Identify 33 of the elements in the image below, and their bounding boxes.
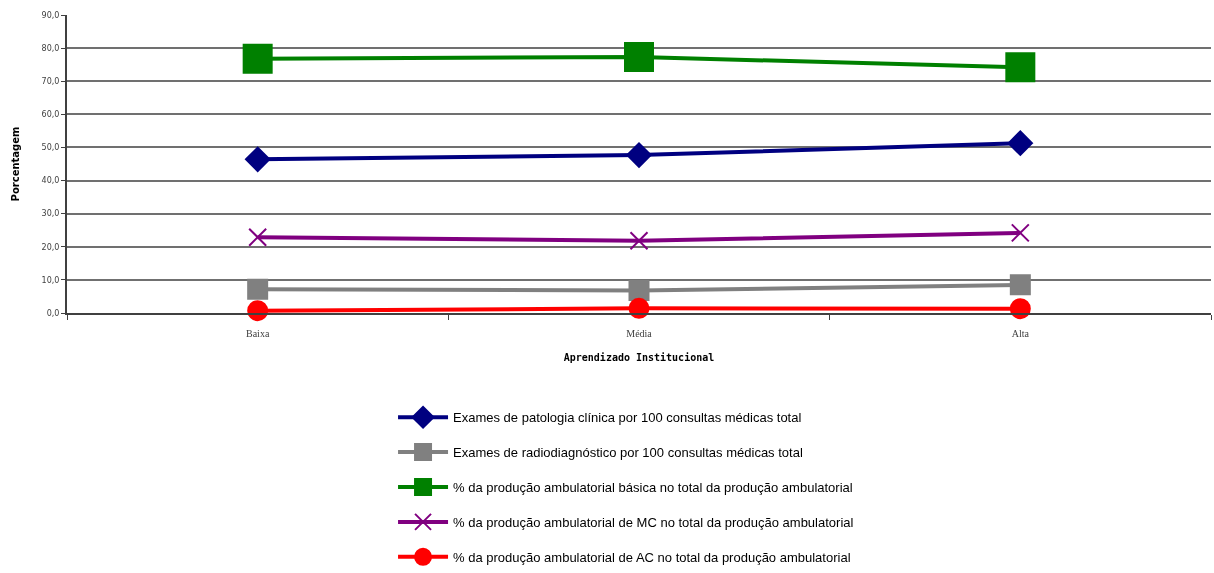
legend-label: Exames de radiodiagnóstico por 100 consultas médicas total <box>453 445 803 461</box>
legend-label: % da produção ambulatorial de AC no total da produção ambulatorial <box>453 549 851 565</box>
legend-label: Exames de patologia clínica por 100 consultas médicas total <box>453 410 802 426</box>
point <box>1007 130 1034 156</box>
point <box>626 142 652 168</box>
point <box>628 279 650 301</box>
point <box>629 231 649 251</box>
point <box>248 227 268 247</box>
point <box>242 43 273 74</box>
point <box>244 146 271 173</box>
y-tick-label: 50,0 <box>41 143 60 153</box>
point <box>1009 298 1031 320</box>
x-tick-label: Alta <box>1011 328 1030 339</box>
y-axis-title: Porcentagem <box>10 126 22 202</box>
y-tick-label: 60,0 <box>41 110 60 120</box>
y-tick-label: 80,0 <box>41 43 60 53</box>
y-tick-label: 0,0 <box>46 308 60 318</box>
point <box>1010 223 1030 243</box>
y-tick-label: 30,0 <box>41 209 60 219</box>
y-tick-label: 40,0 <box>41 176 60 186</box>
y-tick-label: 70,0 <box>41 77 60 87</box>
legend-label: % da produção ambulatorial básica no total da produção ambulatorial <box>453 480 853 496</box>
point <box>1009 274 1031 296</box>
y-tick-label: 20,0 <box>41 242 60 252</box>
point <box>624 42 654 73</box>
y-tick-label: 90,0 <box>41 10 60 20</box>
point <box>1005 52 1036 83</box>
x-tick-label: Média <box>626 328 653 339</box>
x-tick-label: Baixa <box>246 328 270 339</box>
legend-label: % da produção ambulatorial de MC no total da produção ambulatorial <box>453 514 854 530</box>
y-tick-label: 10,0 <box>41 275 60 285</box>
x-axis-title: Aprendizado Institucional <box>563 352 715 363</box>
point <box>247 278 269 300</box>
